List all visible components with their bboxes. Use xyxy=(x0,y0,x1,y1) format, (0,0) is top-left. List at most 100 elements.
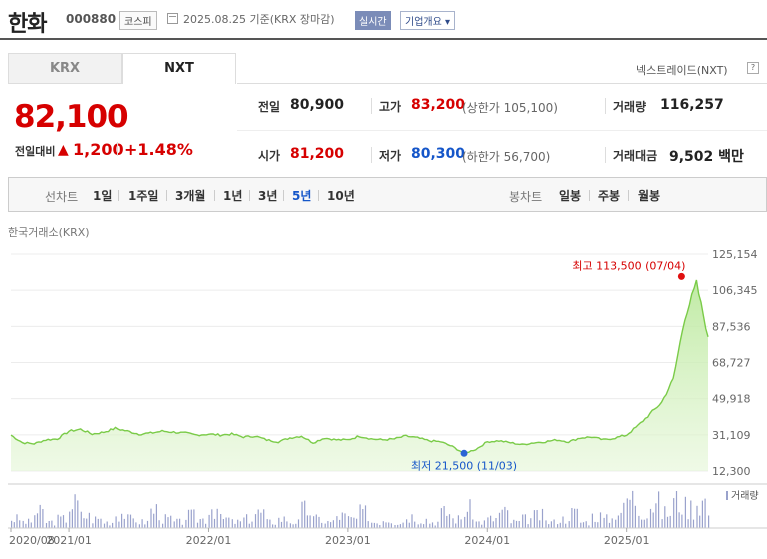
period-5y[interactable]: 5년 xyxy=(292,189,312,203)
company-overview-button[interactable]: 기업개요 ▾ xyxy=(400,11,455,30)
x-tick-label: 2020/08 xyxy=(9,534,55,547)
volume-bar xyxy=(22,520,24,528)
period-weekly[interactable]: 주봉 xyxy=(598,189,621,203)
period-separator xyxy=(628,190,629,201)
volume-bar xyxy=(394,525,396,528)
volume-bar xyxy=(472,519,474,528)
volume-bar xyxy=(100,518,102,528)
volume-bar xyxy=(550,521,552,528)
open-label: 시가 xyxy=(258,149,281,163)
volume-bar xyxy=(655,503,657,528)
volume-bar xyxy=(423,524,425,528)
volume-bar xyxy=(464,516,466,528)
volume-bar xyxy=(97,518,99,528)
volume-bar xyxy=(205,523,207,528)
period-10y[interactable]: 10년 xyxy=(327,189,355,203)
volume-bar xyxy=(701,500,703,528)
volume-bar xyxy=(565,523,567,528)
x-tick-label: 2023/01 xyxy=(325,534,371,547)
volume-bar xyxy=(557,524,559,528)
volume-bar xyxy=(19,520,21,528)
period-1y[interactable]: 1년 xyxy=(223,189,243,203)
volume-bar xyxy=(429,523,431,528)
price-chart[interactable]: 125,154 106,345 87,536 68,727 49,918 31,109 12… xyxy=(0,238,767,559)
volume-bar xyxy=(406,519,408,528)
period-1d[interactable]: 1일 xyxy=(93,189,113,203)
volume-bar xyxy=(315,514,317,528)
volume-bar xyxy=(690,500,692,528)
realtime-button[interactable]: 실시간 xyxy=(355,11,391,30)
volume-bar xyxy=(321,522,323,528)
volume-bar xyxy=(216,508,218,528)
volume-bar xyxy=(173,521,175,528)
price-area xyxy=(11,280,708,471)
period-1w[interactable]: 1주일 xyxy=(128,189,159,203)
volume-bar xyxy=(88,512,90,528)
amount-label: 거래대금 xyxy=(613,149,658,163)
volume-bar xyxy=(390,523,392,528)
prev-close-label: 전일 xyxy=(258,100,281,114)
volume-bar xyxy=(350,517,352,528)
volume-bar xyxy=(155,504,157,528)
volume-bar xyxy=(518,521,520,528)
period-3y[interactable]: 3년 xyxy=(258,189,278,203)
volume-bar xyxy=(260,512,262,528)
volume-bar xyxy=(225,517,227,528)
volume-bar xyxy=(65,522,67,528)
volume-bar xyxy=(522,514,524,528)
volume-bar xyxy=(129,514,132,528)
volume-bar xyxy=(632,490,634,528)
nextrade-link[interactable]: 넥스트레이드(NXT) xyxy=(636,64,728,77)
volume-bar xyxy=(615,519,617,528)
volume-bar xyxy=(138,524,140,528)
volume-bar xyxy=(515,520,518,528)
volume-bar xyxy=(692,519,695,528)
tab-nxt[interactable]: NXT xyxy=(122,53,236,84)
volume-bar xyxy=(582,522,585,528)
volume-bar xyxy=(313,516,315,528)
volume-bar xyxy=(86,518,88,528)
tab-krx[interactable]: KRX xyxy=(8,53,122,84)
period-monthly[interactable]: 월봉 xyxy=(638,189,661,203)
volume-bar xyxy=(34,515,36,528)
volume-bar xyxy=(434,525,436,528)
volume-bar xyxy=(666,516,669,528)
volume-bar xyxy=(121,513,123,528)
volume-bar xyxy=(144,524,146,528)
volume-bar xyxy=(460,519,462,528)
volume-bar xyxy=(57,514,59,528)
volume-bar xyxy=(507,510,509,528)
volume-bar xyxy=(704,498,706,528)
help-icon[interactable]: ? xyxy=(747,62,759,74)
volume-bar xyxy=(304,500,306,528)
volume-bar xyxy=(239,521,241,528)
volume-bar xyxy=(257,509,259,528)
volume-bar xyxy=(588,525,590,528)
volume-bar xyxy=(167,517,169,528)
volume-bar xyxy=(669,515,671,528)
volume-bar xyxy=(678,512,680,528)
change-rate: +1.48% xyxy=(124,140,193,159)
volume-bar xyxy=(80,511,82,528)
volume-bar xyxy=(469,499,471,528)
period-daily[interactable]: 일봉 xyxy=(559,189,582,203)
volume-bar xyxy=(356,518,358,528)
exchange-tabs: KRX NXT xyxy=(8,53,237,84)
volume-bar xyxy=(452,518,454,528)
volume-bar xyxy=(231,519,233,528)
volume-bar xyxy=(661,519,663,528)
volume-bar xyxy=(208,514,210,528)
y-tick-label: 68,727 xyxy=(712,357,751,370)
volume-bar xyxy=(373,522,375,528)
high-value: 83,200 xyxy=(411,97,466,113)
x-tick-label: 2025/01 xyxy=(604,534,650,547)
period-3m[interactable]: 3개월 xyxy=(175,189,206,203)
volume-bar xyxy=(495,518,497,528)
volume-legend-swatch xyxy=(726,491,728,500)
calendar-icon xyxy=(167,13,178,24)
volume-bar xyxy=(51,520,53,528)
volume-bar xyxy=(60,516,62,528)
stat-separator xyxy=(371,147,372,163)
volume-bar xyxy=(431,522,434,528)
reference-date: 2025.08.25 기준(KRX 장마감) xyxy=(183,13,335,26)
